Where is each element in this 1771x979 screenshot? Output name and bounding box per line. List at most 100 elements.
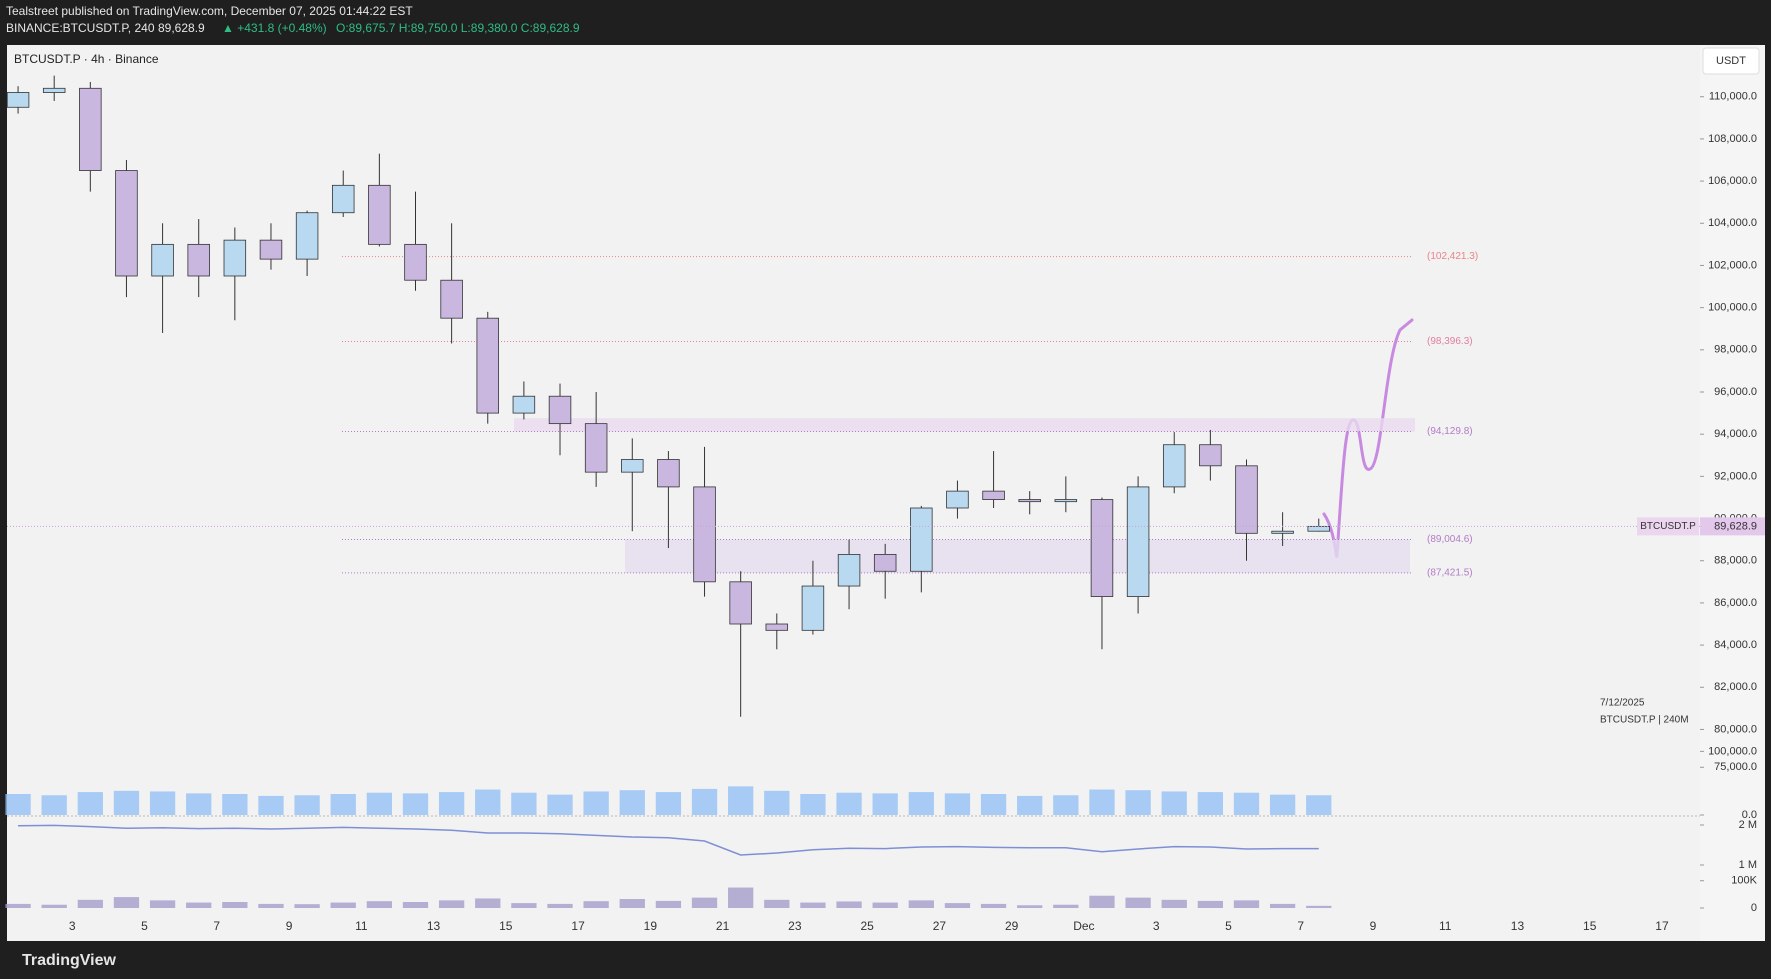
price-axis (1700, 45, 1765, 941)
candle-body (910, 507, 933, 572)
candle-body (115, 170, 138, 277)
level-label: (94,129.8) (1427, 426, 1473, 437)
candle-body (801, 585, 825, 631)
volume-bar (222, 794, 248, 815)
candle-body (1054, 499, 1078, 503)
y-tick-label: 80,000.0 (1714, 723, 1757, 735)
candle-body (79, 87, 102, 171)
x-tick-label: 17 (571, 919, 585, 933)
header-symbol: BINANCE:BTCUSDT.P, 240 (6, 21, 155, 35)
volume-bar (149, 791, 176, 815)
volume-bar (728, 786, 754, 815)
candle-body (946, 490, 969, 509)
zone (514, 418, 1415, 432)
candle-body (368, 184, 391, 245)
y-tick-label: 100,000.0 (1708, 745, 1757, 757)
osc-bar (1306, 905, 1332, 908)
osc-bar (655, 900, 682, 908)
volume-bar (366, 792, 393, 815)
level-label: (87,421.5) (1427, 568, 1473, 579)
x-tick-label: 5 (1225, 919, 1232, 933)
brand: TradingView (22, 952, 117, 969)
legend-title: BTCUSDT.P · 4h · Binance (14, 52, 159, 66)
currency-button[interactable] (1702, 47, 1760, 75)
volume-bar (438, 792, 465, 815)
y-tick-label: 92,000.0 (1714, 470, 1757, 482)
x-tick-label: 29 (1005, 919, 1019, 933)
level-label: (102,421.3) (1427, 251, 1478, 262)
x-tick-label: 7 (213, 919, 220, 933)
volume-bar (944, 793, 971, 815)
header-price: 89,628.9 (158, 21, 205, 35)
osc-bar (222, 902, 248, 908)
osc-bar (836, 901, 862, 908)
candle-body (331, 184, 355, 214)
x-tick-label: 25 (860, 919, 874, 933)
osc-bar (402, 902, 429, 908)
y-tick-label: 2 M (1739, 819, 1757, 831)
x-tick-label: 9 (1370, 919, 1377, 933)
note: BTCUSDT.P | 240M (1600, 715, 1689, 726)
osc-bar (149, 900, 176, 908)
x-tick-label: 19 (644, 919, 658, 933)
osc-bar (872, 902, 898, 908)
volume-bar (511, 792, 537, 815)
candle-body (512, 395, 536, 414)
volume-bar (655, 792, 682, 815)
y-tick-label: 86,000.0 (1714, 597, 1757, 609)
currency-label[interactable]: USDT (1716, 55, 1746, 67)
candle-body (657, 459, 680, 488)
volume-bar (980, 794, 1007, 815)
zone (625, 539, 1410, 573)
volume-bar (1053, 795, 1079, 815)
volume-bar (330, 794, 356, 815)
osc-bar (294, 904, 320, 908)
volume-bar (908, 792, 934, 815)
volume-bar (764, 790, 790, 815)
x-tick-label: 15 (499, 919, 513, 933)
osc-bar (908, 900, 934, 908)
x-tick-label: 11 (355, 919, 368, 933)
volume-bar (1017, 795, 1043, 815)
x-tick-label: 9 (286, 919, 293, 933)
date-note: 7/12/2025 (1600, 698, 1645, 709)
osc-bar (330, 902, 356, 908)
y-tick-label: 110,000.0 (1709, 91, 1757, 103)
x-tick-label: 7 (1297, 919, 1304, 933)
candle-body (837, 554, 861, 587)
x-tick-label: 13 (427, 919, 441, 933)
osc-bar (944, 903, 971, 908)
osc-bar (1269, 903, 1296, 908)
candle-body (440, 279, 463, 319)
osc-bar (113, 897, 140, 908)
candle-body (873, 554, 897, 572)
osc-bar (619, 899, 645, 908)
x-tick-label: 27 (933, 919, 947, 933)
osc-bar (258, 903, 284, 908)
osc-bar (1233, 900, 1260, 908)
volume-bar (186, 793, 212, 815)
x-tick-label: 13 (1511, 919, 1525, 933)
header-title: Tealstreet published on TradingView.com,… (6, 4, 413, 18)
volume-bar (475, 789, 501, 815)
candle-body (259, 239, 283, 260)
candle-body (982, 490, 1005, 500)
y-tick-label: 100,000.0 (1708, 302, 1757, 314)
osc-bar (438, 900, 465, 908)
y-tick-label: 100K (1731, 875, 1757, 887)
volume-bar (113, 790, 140, 815)
candle-body (6, 92, 30, 108)
candle-body (1090, 499, 1114, 597)
osc-bar (77, 899, 103, 908)
volume-bar (1233, 792, 1260, 815)
osc-bar (728, 887, 754, 908)
volume-bar (402, 793, 429, 815)
candle-body (1271, 530, 1294, 534)
last-tag: BTCUSDT.P (1640, 521, 1696, 532)
candle-body (476, 317, 499, 414)
header-change: ▲ +431.8 (+0.48%) (222, 21, 327, 35)
last-price-bg (1700, 517, 1765, 536)
volume-bar (1269, 794, 1296, 815)
header-ohlc: O:89,675.7 H:89,750.0 L:89,380.0 C:89,62… (336, 21, 580, 35)
candle-body (1307, 525, 1330, 532)
